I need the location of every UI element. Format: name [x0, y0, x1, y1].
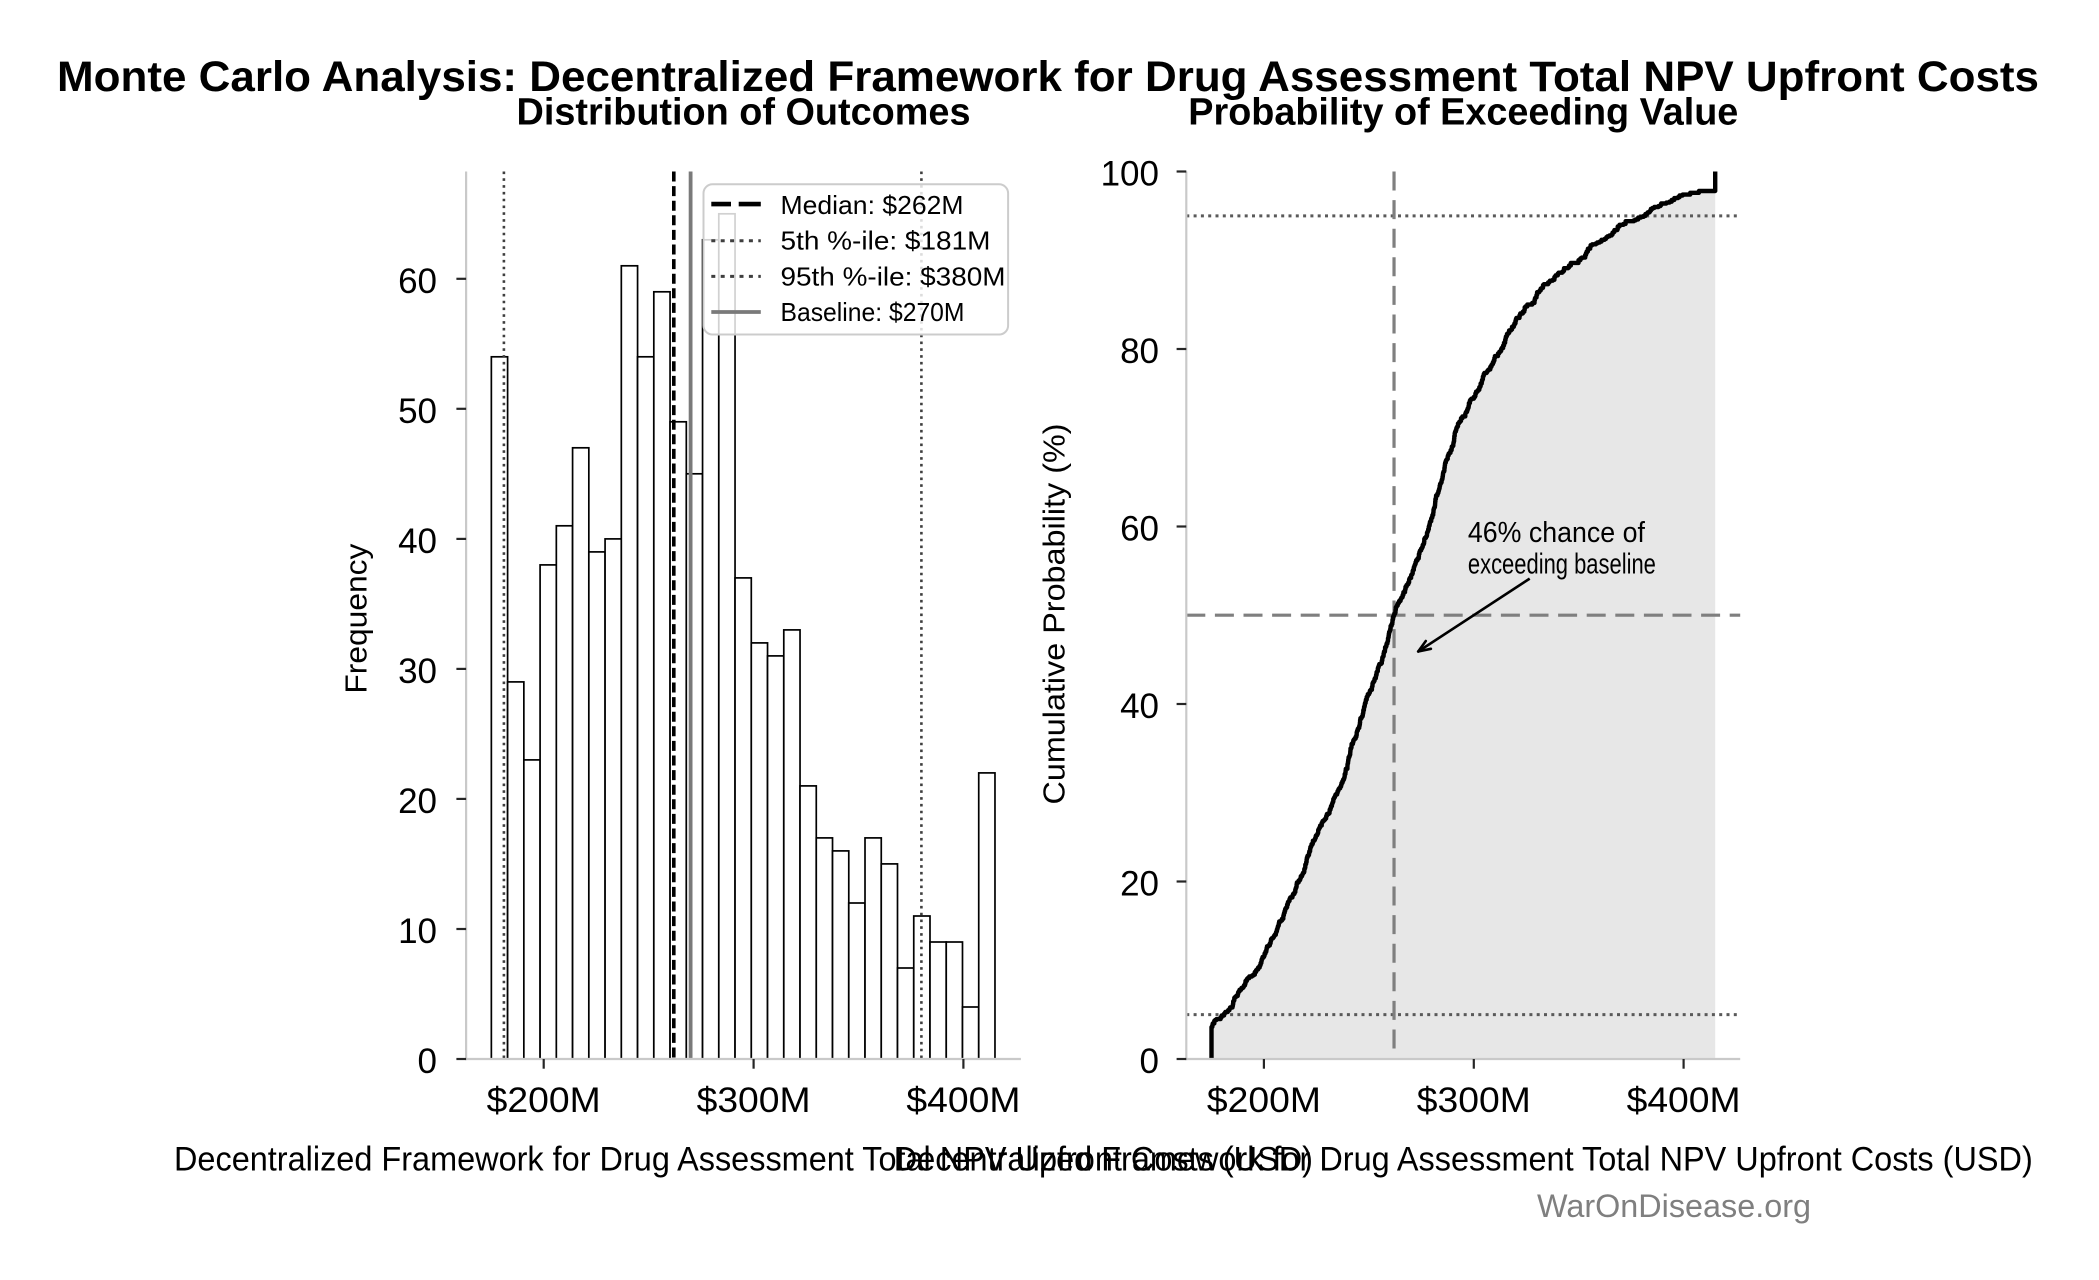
svg-text:$200M: $200M — [487, 1081, 601, 1120]
svg-text:Probability of Exceeding Value: Probability of Exceeding Value — [1188, 91, 1738, 133]
svg-text:$200M: $200M — [1207, 1081, 1321, 1120]
svg-text:60: 60 — [398, 262, 437, 301]
svg-text:0: 0 — [418, 1042, 437, 1081]
svg-text:Decentralized Framework for Dr: Decentralized Framework for Drug Assessm… — [894, 1141, 2033, 1179]
svg-text:40: 40 — [398, 522, 437, 561]
svg-text:$400M: $400M — [1627, 1081, 1741, 1120]
svg-text:$400M: $400M — [906, 1081, 1020, 1120]
svg-text:30: 30 — [398, 652, 437, 691]
svg-text:$300M: $300M — [1417, 1081, 1531, 1120]
svg-text:50: 50 — [398, 392, 437, 431]
svg-text:80: 80 — [1120, 332, 1159, 371]
svg-text:Decentralized Framework for Dr: Decentralized Framework for Drug Assessm… — [174, 1141, 1313, 1179]
svg-text:0: 0 — [1140, 1042, 1159, 1081]
svg-text:46% chance of: 46% chance of — [1468, 517, 1646, 549]
svg-text:40: 40 — [1120, 687, 1159, 726]
svg-text:WarOnDisease.org: WarOnDisease.org — [1537, 1188, 1811, 1224]
svg-text:Median: $262M: Median: $262M — [781, 190, 964, 220]
svg-text:100: 100 — [1101, 155, 1159, 194]
svg-text:Distribution of Outcomes: Distribution of Outcomes — [517, 91, 971, 133]
svg-text:10: 10 — [398, 912, 437, 951]
svg-text:Baseline: $270M: Baseline: $270M — [781, 297, 965, 327]
svg-text:$300M: $300M — [697, 1081, 811, 1120]
svg-text:60: 60 — [1120, 510, 1159, 549]
svg-text:20: 20 — [1120, 865, 1159, 904]
svg-text:95th %-ile: $380M: 95th %-ile: $380M — [781, 261, 1006, 291]
svg-text:5th %-ile: $181M: 5th %-ile: $181M — [781, 226, 991, 256]
svg-text:20: 20 — [398, 782, 437, 821]
svg-text:Cumulative Probability (%): Cumulative Probability (%) — [1037, 424, 1072, 805]
svg-text:Monte Carlo Analysis: Decentra: Monte Carlo Analysis: Decentralized Fram… — [57, 53, 2039, 101]
svg-text:exceeding baseline: exceeding baseline — [1468, 548, 1656, 580]
svg-text:Frequency: Frequency — [339, 543, 374, 694]
